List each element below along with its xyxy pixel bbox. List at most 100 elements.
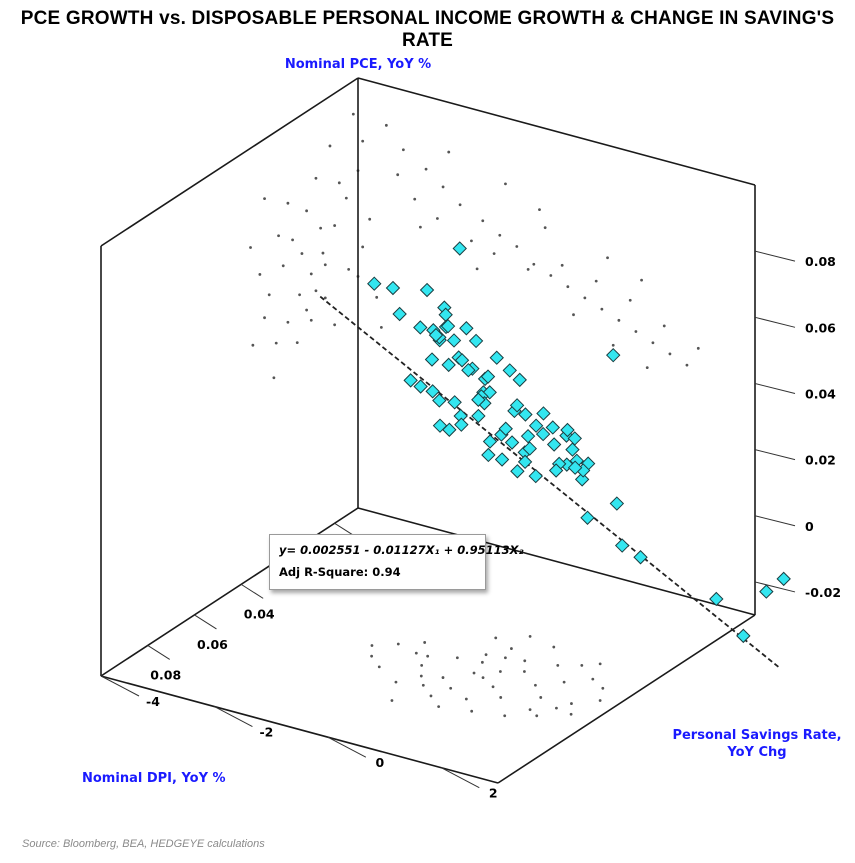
- projection-dot: [436, 217, 439, 220]
- projection-dot: [429, 694, 433, 698]
- projection-dot: [480, 660, 484, 664]
- y-tick-label: -2: [259, 725, 273, 740]
- data-point: [504, 435, 520, 450]
- projection-dot: [598, 662, 602, 666]
- x-tick-label: 0.08: [150, 667, 181, 682]
- data-point: [480, 369, 496, 384]
- data-point: [518, 407, 533, 422]
- data-point: [736, 628, 751, 644]
- projection-dot: [569, 712, 573, 716]
- frame-edge: [100, 675, 499, 784]
- projection-dot: [504, 182, 507, 186]
- data-point: [633, 550, 648, 565]
- projection-dot: [458, 203, 462, 207]
- projection-dot: [314, 176, 318, 180]
- data-point: [609, 496, 625, 511]
- projection-dot: [598, 699, 602, 702]
- projection-dot: [328, 144, 332, 148]
- projection-points: [249, 112, 700, 718]
- data-point: [385, 280, 401, 296]
- data-point: [509, 398, 525, 413]
- data-point: [413, 379, 428, 394]
- projection-dot: [423, 641, 427, 644]
- projection-dot: [651, 341, 655, 345]
- projection-dot: [419, 674, 423, 678]
- projection-dot: [333, 224, 337, 227]
- projection-dot: [420, 663, 424, 667]
- projection-dot: [640, 278, 643, 282]
- z-tick-label: 0.08: [805, 254, 836, 269]
- projection-dot: [523, 670, 526, 673]
- y-axis-title-line2: YoY Chg: [726, 745, 786, 760]
- projection-dot: [645, 366, 649, 370]
- z-tick-label: 0.02: [805, 453, 836, 468]
- projection-dot: [570, 702, 573, 705]
- projection-dot: [532, 262, 536, 266]
- frame-edge: [357, 507, 756, 616]
- data-markers: [367, 241, 791, 644]
- projection-dot: [484, 653, 488, 657]
- projection-dot: [594, 279, 598, 283]
- data-point: [512, 372, 527, 388]
- projection-dot: [323, 296, 327, 300]
- projection-dot: [515, 245, 519, 248]
- projection-dot: [549, 274, 553, 277]
- projection-dot: [295, 341, 299, 345]
- y-tick: [327, 736, 367, 758]
- data-point: [459, 321, 474, 336]
- projection-dot: [600, 307, 604, 311]
- projection-dot: [499, 696, 503, 699]
- projection-dot: [305, 209, 308, 213]
- data-point: [567, 431, 583, 446]
- z-tick-label: 0: [805, 519, 814, 534]
- projection-dot: [377, 665, 381, 669]
- y-axis-title-line1: Personal Savings Rate,: [672, 728, 841, 743]
- regression-line: [317, 293, 779, 668]
- projection-dot: [396, 173, 400, 177]
- data-point: [428, 327, 444, 343]
- data-point: [545, 420, 560, 435]
- projection-dot: [441, 185, 445, 189]
- chart-title: PCE GROWTH vs. DISPOSABLE PERSONAL INCOM…: [20, 8, 835, 51]
- y-tick: [441, 767, 480, 789]
- data-point: [517, 454, 533, 470]
- z-axis-title: Nominal PCE, YoY %: [285, 57, 431, 72]
- projection-dot: [498, 233, 502, 237]
- data-point: [606, 347, 621, 363]
- projection-dot: [274, 341, 278, 345]
- data-point: [759, 584, 774, 599]
- projection-dot: [504, 656, 507, 660]
- projection-dot: [685, 363, 689, 367]
- data-point: [522, 441, 537, 456]
- projection-dot: [526, 267, 530, 271]
- data-point: [528, 468, 543, 484]
- z-tick: [754, 515, 796, 527]
- data-point: [471, 392, 486, 407]
- x-tick: [147, 645, 170, 660]
- projection-dot: [384, 123, 388, 127]
- projection-dot: [286, 320, 290, 324]
- projection-dot: [333, 323, 337, 327]
- data-point: [440, 318, 456, 334]
- projection-dot: [523, 659, 527, 663]
- projection-dot: [464, 697, 468, 701]
- data-point: [454, 417, 469, 432]
- projection-dot: [475, 267, 479, 271]
- data-point: [510, 464, 525, 479]
- data-point: [565, 442, 580, 457]
- data-point: [403, 373, 418, 388]
- data-point: [425, 384, 440, 399]
- projection-dot: [351, 112, 355, 116]
- y-tick-label: 0: [376, 755, 385, 770]
- data-point: [567, 460, 583, 475]
- projection-dot: [370, 644, 374, 647]
- projection-dot: [281, 264, 285, 268]
- projection-dot: [319, 226, 323, 230]
- projection-dot: [258, 273, 262, 276]
- data-point: [548, 463, 564, 478]
- projection-dot: [414, 651, 418, 655]
- data-point: [392, 306, 407, 322]
- x-tick: [194, 614, 217, 630]
- projection-dot: [601, 686, 605, 690]
